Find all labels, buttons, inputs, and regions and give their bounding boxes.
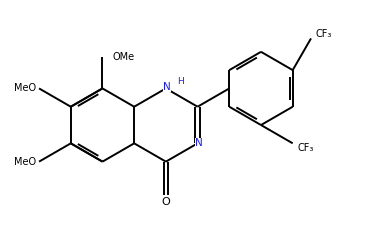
Text: N: N [163,82,171,92]
Text: CF₃: CF₃ [315,29,332,39]
Text: CF₃: CF₃ [297,143,313,153]
Text: N: N [195,138,202,148]
Text: MeO: MeO [14,83,37,93]
Text: MeO: MeO [14,157,37,167]
Text: H: H [178,77,184,86]
Text: O: O [161,197,170,207]
Text: OMe: OMe [112,52,134,62]
